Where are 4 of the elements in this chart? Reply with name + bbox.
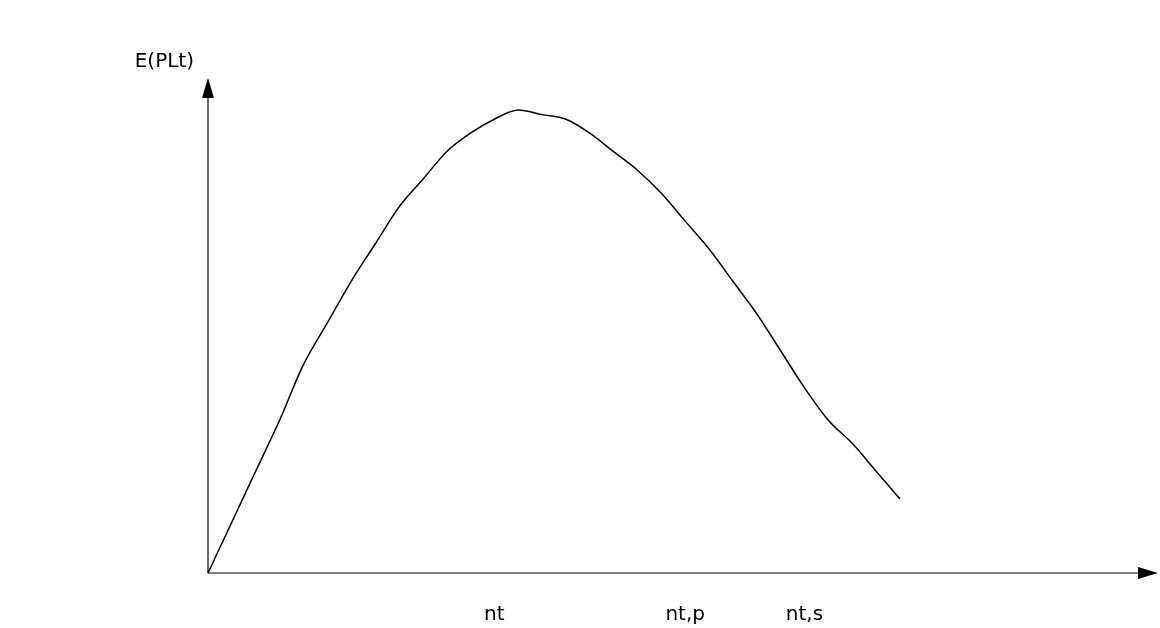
y-axis-title: E(PLt) (134, 48, 194, 72)
x-tick-label: nt,p (665, 601, 705, 625)
x-tick-label: nt (484, 601, 505, 625)
x-tick-label: nt,s (785, 601, 824, 625)
